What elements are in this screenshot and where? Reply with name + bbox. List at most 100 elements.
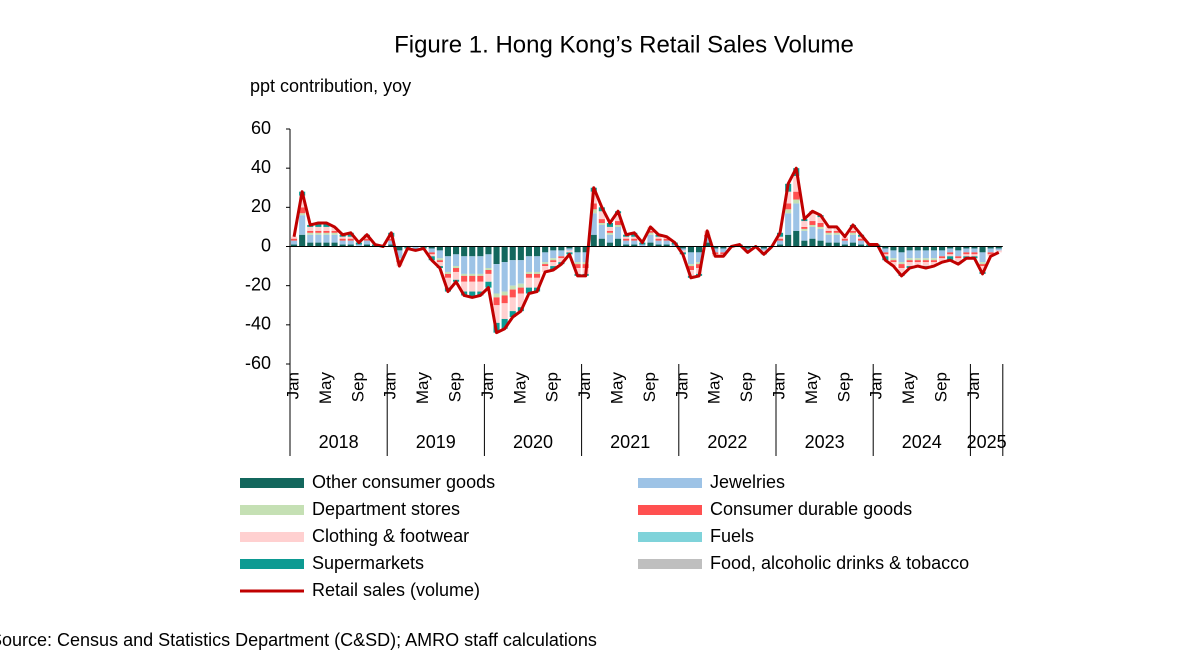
bar-segment <box>906 260 913 263</box>
bar-segment <box>428 254 435 257</box>
bar-segment <box>963 246 970 249</box>
bar-segment <box>396 246 403 251</box>
bar-segment <box>428 248 435 253</box>
bar-segment <box>574 246 581 253</box>
bar-segment <box>631 238 638 241</box>
bar-segment <box>331 232 338 235</box>
bar-segment <box>493 293 500 298</box>
x-tick-label: Sep <box>834 372 853 402</box>
bar-segment <box>428 246 435 249</box>
bar-segment <box>793 176 800 192</box>
bar-segment <box>979 262 986 265</box>
bar-segment <box>777 244 784 247</box>
bar-segment <box>598 219 605 223</box>
bar-segment <box>906 262 913 267</box>
y-tick-label: 20 <box>251 196 271 216</box>
bar-segment <box>396 258 403 261</box>
bar-segment <box>615 226 622 239</box>
bar-segment <box>906 258 913 261</box>
bar-segment <box>825 230 832 233</box>
bar-segment <box>590 209 597 214</box>
bar-segment <box>299 213 306 216</box>
bar-segment <box>542 262 549 265</box>
bar-segment <box>979 246 986 253</box>
bar-segment <box>347 244 354 247</box>
bar-segment <box>574 262 581 265</box>
bar-segment <box>315 230 322 233</box>
bar-segment <box>801 228 808 231</box>
bar-segment <box>347 236 354 239</box>
bar-segment <box>679 246 686 249</box>
bar-segment <box>598 223 605 225</box>
bar-segment <box>550 246 557 251</box>
bar-segment <box>914 260 921 263</box>
bar-segment <box>291 236 298 239</box>
bar-segment <box>979 264 986 267</box>
bar-segment <box>987 248 994 253</box>
x-tick-label: Jan <box>381 372 400 399</box>
bar-segment <box>453 266 460 269</box>
year-label: 2021 <box>610 432 650 452</box>
bar-segment <box>930 260 937 263</box>
bar-segment <box>995 248 1002 251</box>
bar-segment <box>712 246 719 249</box>
bar-segment <box>485 268 492 270</box>
y-tick-label: -60 <box>245 353 271 373</box>
bar-segment <box>939 246 946 251</box>
bar-segment <box>461 273 468 276</box>
legend-label: Clothing & footwear <box>312 526 469 546</box>
bar-segment <box>339 240 346 245</box>
bar-segment <box>793 230 800 247</box>
bar-segment <box>509 285 516 290</box>
bar-segment <box>615 221 622 225</box>
bar-segment <box>428 252 435 255</box>
bar-segment <box>412 246 419 249</box>
bar-segment <box>930 250 937 259</box>
bar-segment <box>566 250 573 253</box>
bar-segment <box>615 213 622 222</box>
y-tick-label: 40 <box>251 157 271 177</box>
bar-segment <box>485 270 492 274</box>
bar-segment <box>509 260 516 286</box>
bar-segment <box>331 242 338 247</box>
bar-segment <box>323 234 330 243</box>
bar-segment <box>890 250 897 259</box>
bar-segment <box>696 262 703 265</box>
x-tick-label: May <box>608 372 627 405</box>
bar-segment <box>355 244 362 247</box>
y-axis-label: ppt contribution, yoy <box>250 76 411 96</box>
bar-segment <box>760 248 767 251</box>
bar-segment <box>777 236 784 239</box>
bar-segment <box>469 275 476 282</box>
bar-segment <box>291 240 298 245</box>
bar-segment <box>501 291 508 296</box>
bar-segment <box>687 246 694 253</box>
bar-segment <box>436 250 443 259</box>
bar-segment <box>898 268 905 274</box>
x-tick-label: Jan <box>867 372 886 399</box>
x-tick-label: Sep <box>348 372 367 402</box>
bar-segment <box>615 224 622 227</box>
bar-segment <box>436 262 443 267</box>
bar-segment <box>501 262 508 292</box>
bar-segment <box>849 232 856 235</box>
legend-swatch <box>240 532 304 542</box>
bar-segment <box>696 246 703 253</box>
bar-segment <box>299 215 306 235</box>
y-tick-label: 0 <box>261 235 271 255</box>
bar-segment <box>550 260 557 263</box>
bar-segment <box>809 224 816 227</box>
bar-segment <box>817 226 824 229</box>
bar-segment <box>809 238 816 247</box>
bar-segment <box>534 256 541 272</box>
bar-segment <box>858 244 865 247</box>
bar-segment <box>363 244 370 247</box>
bar-segment <box>939 256 946 259</box>
bar-segment <box>485 246 492 255</box>
bar-segment <box>534 273 541 278</box>
bar-segment <box>744 248 751 251</box>
bar-segment <box>720 248 727 253</box>
bar-segment <box>963 252 970 255</box>
bar-segment <box>606 234 613 243</box>
bar-segment <box>315 234 322 243</box>
